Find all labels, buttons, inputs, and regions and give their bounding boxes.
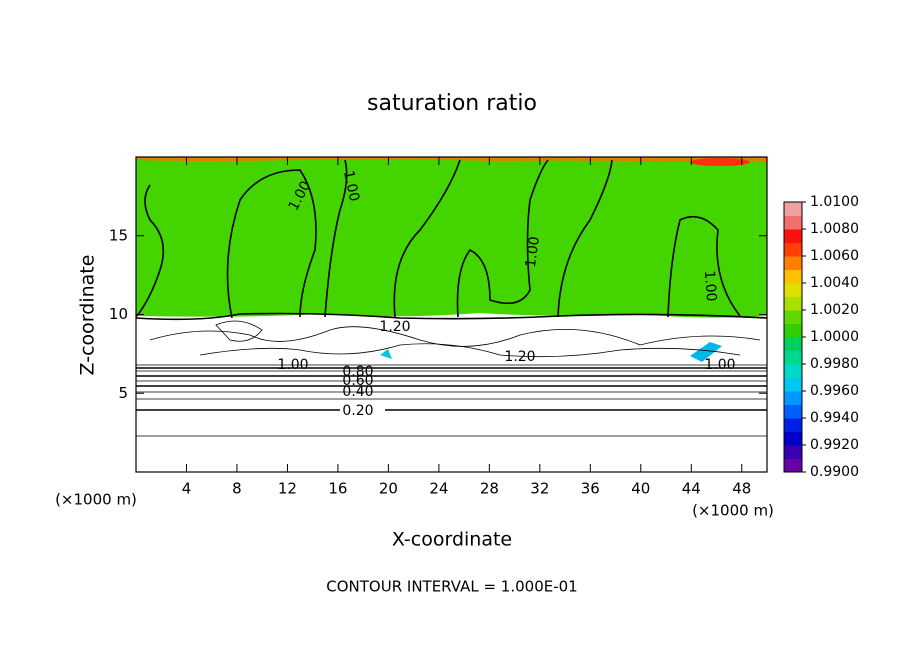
colorbar-swatch: [784, 296, 802, 311]
contour-label: 0.80: [342, 364, 373, 380]
x-unit: (×1000 m): [692, 502, 774, 520]
colorbar-swatch: [784, 323, 802, 338]
colorbar-swatch: [784, 256, 802, 270]
colorbar-swatch: [784, 391, 802, 405]
colorbar-tick-label: 0.9960: [810, 383, 859, 399]
contour-field: [135, 157, 768, 472]
contour-label: 1.00: [701, 270, 719, 302]
x-axis-label: X-coordinate: [392, 529, 512, 551]
colorbar-swatch: [784, 458, 802, 473]
y-tick-label: 15: [109, 226, 128, 244]
footer-note: CONTOUR INTERVAL = 1.000E-01: [326, 578, 577, 596]
contour-label: 1.00: [704, 357, 735, 373]
colorbar-tick-label: 0.9980: [810, 356, 859, 372]
x-tick-label: 40: [631, 480, 650, 498]
colorbar-swatch: [784, 283, 802, 297]
x-tick-label: 20: [379, 480, 398, 498]
x-tick-label: 44: [682, 480, 701, 498]
colorbar-swatch: [784, 242, 802, 257]
colorbar-swatch: [784, 350, 802, 365]
colorbar-tick-label: 1.0020: [810, 302, 859, 318]
x-tick-label: 4: [182, 480, 192, 498]
colorbar-swatch: [784, 310, 802, 324]
x-tick-label: 32: [530, 480, 549, 498]
colorbar-tick-label: 1.0060: [810, 248, 859, 264]
y-axis-label: Z-coordinate: [77, 255, 99, 376]
contour-labels: 1.00 1.00 1.00 1.00 1.20 1.20 1.00 0.80 …: [277, 169, 735, 419]
x-tick-label: 36: [581, 480, 600, 498]
contour-label: 1.00: [340, 169, 362, 203]
colorbar-tick-label: 1.0100: [810, 194, 859, 210]
x-tick-label: 8: [232, 480, 242, 498]
colorbar-swatch: [784, 364, 802, 378]
colorbar-tick-label: 1.0000: [810, 329, 859, 345]
colorbar-swatch: [784, 431, 802, 446]
colorbar-tick-label: 0.9940: [810, 410, 859, 426]
colorbar-tick-label: 1.0040: [810, 275, 859, 291]
colorbar-swatch: [784, 337, 802, 351]
colorbar-tick-label: 0.9920: [810, 437, 859, 453]
x-tick-label: 12: [278, 480, 297, 498]
contour-label: 1.00: [277, 357, 308, 373]
contour-label: 1.20: [504, 349, 535, 365]
contour-label: 0.40: [342, 384, 373, 400]
colorbar-swatch: [784, 269, 802, 284]
x-tick-label: 48: [732, 480, 751, 498]
colorbar-tick-label: 0.9900: [810, 464, 859, 480]
contour-label: 0.60: [342, 373, 373, 389]
x-tick-label: 24: [429, 480, 448, 498]
chart-title: saturation ratio: [367, 91, 537, 116]
colorbar-swatch: [784, 202, 802, 216]
y-tick-label: 5: [118, 384, 128, 402]
colorbar-swatch: [784, 215, 802, 230]
colorbar-tick-label: 1.0080: [810, 221, 859, 237]
x-tick-label: 16: [328, 480, 347, 498]
x-tick-label: 28: [480, 480, 499, 498]
y-tick-label: 10: [109, 305, 128, 323]
colorbar-swatch: [784, 418, 802, 432]
colorbar-swatch: [784, 377, 802, 392]
y-unit: (×1000 m): [55, 491, 137, 509]
contour-label: 1.20: [379, 319, 410, 335]
contour-label: 0.20: [342, 403, 373, 419]
colorbar-swatch: [784, 404, 802, 419]
colorbar-swatch: [784, 445, 802, 459]
colorbar-swatch: [784, 229, 802, 243]
contour-label: 1.00: [523, 235, 543, 268]
